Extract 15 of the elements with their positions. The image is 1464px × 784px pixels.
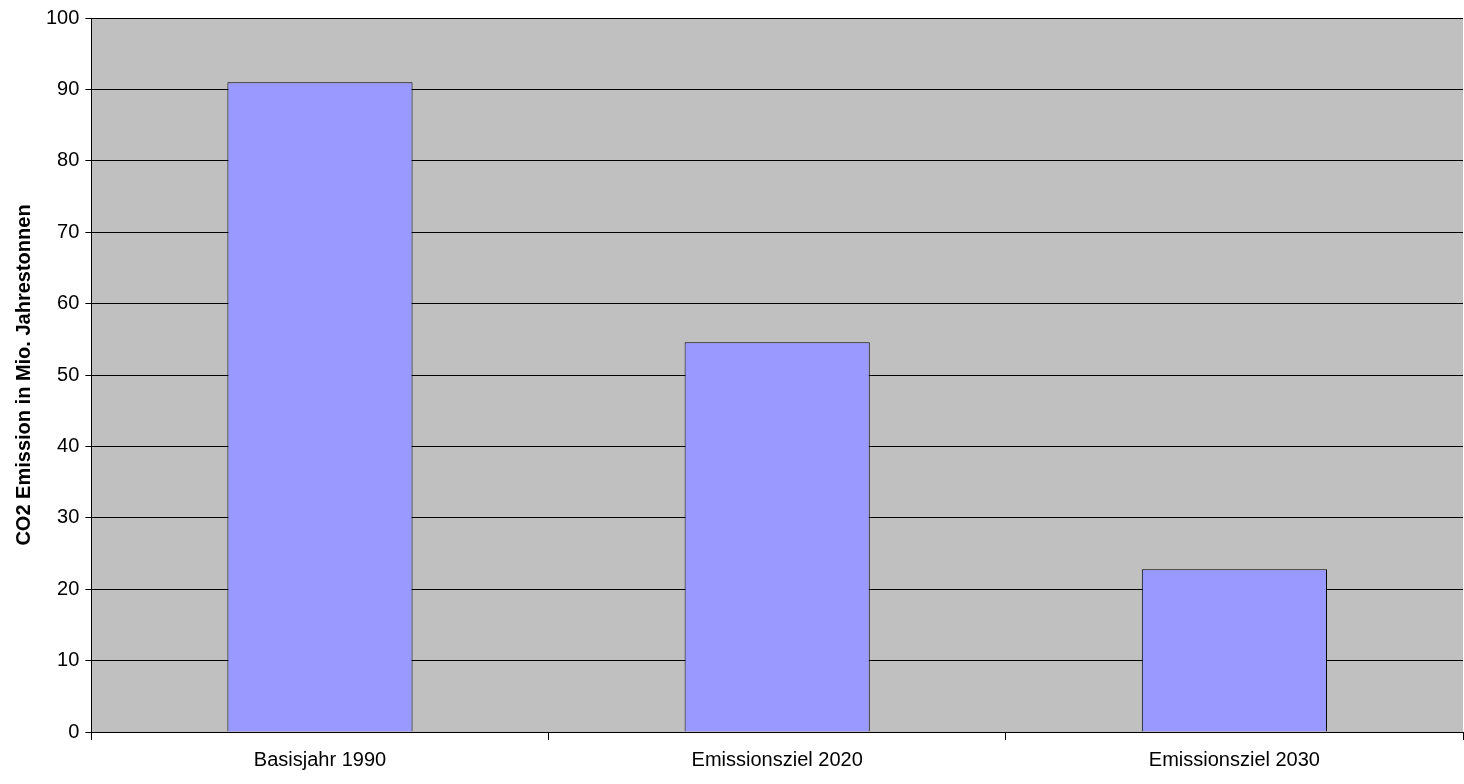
y-tick-label: 50: [57, 362, 80, 385]
x-tick-label: Emissionsziel 2030: [1148, 747, 1320, 770]
y-tick-label: 70: [57, 219, 80, 242]
y-tick-label: 10: [57, 648, 80, 671]
y-tick-label: 0: [68, 719, 80, 742]
y-axis-title: CO2 Emission in Mio. Jahrestonnen: [11, 204, 34, 546]
y-tick-label: 30: [57, 505, 80, 528]
x-tick-label: Emissionsziel 2020: [691, 747, 863, 770]
y-tick-label: 90: [57, 76, 80, 99]
y-tick-label: 100: [45, 5, 80, 28]
y-tick-label: 20: [57, 576, 80, 599]
y-tick-label: 60: [57, 291, 80, 314]
y-tick-label: 40: [57, 433, 80, 456]
y-tick-label: 80: [57, 148, 80, 171]
x-tick-label: Basisjahr 1990: [253, 747, 387, 770]
